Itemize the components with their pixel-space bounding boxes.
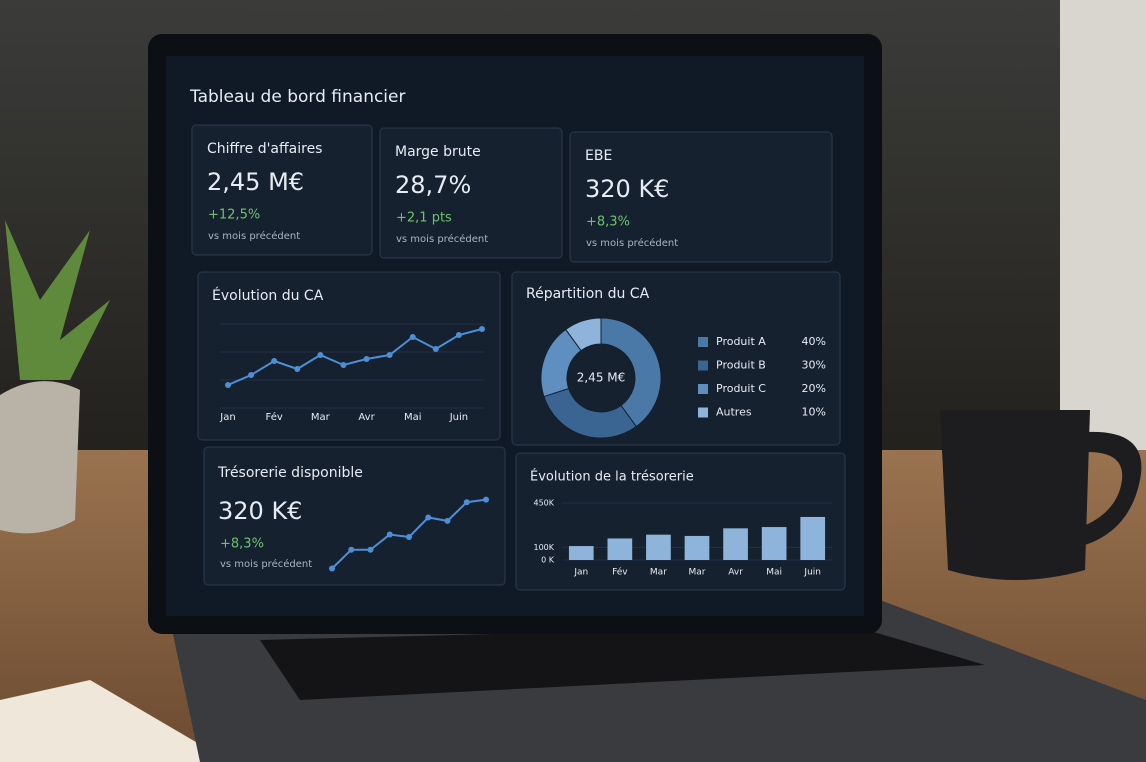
chart-title: Trésorerie disponible: [217, 465, 363, 481]
keyboard: [260, 625, 985, 700]
x-tick-label: Juin: [449, 412, 468, 423]
point: [248, 372, 255, 378]
line: [227, 328, 483, 386]
bar: [568, 546, 594, 560]
kpi-note: vs mois précédent: [586, 237, 678, 249]
kpi-value: 320 K€: [585, 175, 669, 203]
legend-label: Produit C: [716, 382, 766, 395]
point: [329, 565, 335, 572]
bar: [761, 527, 787, 560]
value-label: 30%: [802, 359, 826, 372]
y-tick-label: 100K: [533, 543, 554, 552]
point: [363, 356, 370, 362]
chart-card: [197, 271, 501, 441]
bar: [607, 538, 633, 560]
point: [225, 382, 231, 388]
dashboard-title: Tableau de bord financier: [189, 87, 405, 107]
kpi-value: 2,45 M€: [207, 168, 304, 196]
point: [455, 332, 462, 338]
kpi-change: +8,3%: [586, 215, 630, 230]
chart-title: Répartition du CA: [526, 286, 650, 302]
point: [386, 352, 393, 358]
legend-swatch: [698, 360, 708, 371]
kpi-change: +2,1 pts: [396, 211, 452, 226]
mug-handle: [1085, 431, 1142, 545]
chart-card: [203, 446, 506, 586]
point: [294, 366, 301, 372]
y-tick-label: 0 K: [541, 556, 555, 565]
legend-label: Autres: [716, 406, 752, 419]
mug: [940, 410, 1090, 580]
point: [483, 496, 489, 503]
bar: [646, 534, 671, 560]
x-tick-label: Mar: [650, 568, 667, 578]
legend-swatch: [698, 337, 708, 347]
kpi-card: [569, 131, 833, 263]
point: [409, 334, 416, 340]
slice: [565, 317, 602, 352]
chart-title: Évolution de la trésorerie: [530, 469, 694, 485]
plant: [5, 220, 110, 380]
x-tick-label: Mai: [404, 412, 422, 423]
center-label: 2,45 M€: [577, 371, 626, 385]
x-tick-label: Mar: [311, 412, 331, 423]
kpi-card: [379, 127, 563, 259]
point: [463, 499, 470, 506]
kpi-label: Chiffre d'affaires: [207, 141, 322, 157]
bar: [684, 535, 710, 560]
slice: [600, 317, 662, 428]
point: [406, 534, 412, 541]
value-label: 10%: [802, 406, 826, 419]
kpi-change: +8,3%: [220, 537, 264, 552]
x-tick-label: Avr: [728, 568, 743, 578]
kpi-note: vs mois précédent: [220, 558, 312, 570]
legend-swatch: [698, 384, 708, 394]
notebook: [0, 680, 230, 762]
x-tick-label: Avr: [358, 412, 375, 423]
point: [367, 546, 374, 553]
point: [479, 326, 485, 332]
kpi-label: Marge brute: [395, 144, 481, 160]
bar: [723, 528, 748, 560]
point: [432, 346, 439, 352]
point: [348, 546, 355, 553]
kpi-note: vs mois précédent: [208, 230, 300, 242]
kpi-label: EBE: [585, 148, 612, 164]
x-tick-label: Fév: [612, 567, 628, 578]
plant-pot: [0, 381, 80, 534]
wall: [1060, 0, 1146, 460]
kpi-value: 28,7%: [395, 171, 471, 199]
kpi-card: [191, 124, 373, 256]
value-label: 20%: [802, 382, 826, 395]
point: [271, 358, 278, 364]
y-tick-label: 450K: [533, 499, 554, 508]
legend-swatch: [698, 407, 708, 418]
x-tick-label: Jan: [573, 568, 588, 578]
point: [444, 517, 451, 524]
x-tick-label: Jan: [219, 412, 235, 423]
chart-card: [511, 271, 841, 446]
x-tick-label: Mar: [689, 568, 706, 578]
point: [425, 514, 432, 521]
bar: [800, 516, 826, 560]
x-tick-label: Juin: [803, 568, 821, 578]
kpi-change: +12,5%: [208, 208, 260, 223]
kpi-note: vs mois précédent: [396, 233, 488, 245]
x-tick-label: Mai: [766, 568, 782, 578]
chart-title: Évolution du CA: [212, 287, 324, 304]
x-tick-label: Fév: [266, 411, 283, 423]
legend-label: Produit B: [716, 359, 766, 372]
point: [340, 362, 347, 368]
value-label: 40%: [802, 335, 826, 348]
point: [386, 531, 393, 538]
kpi-value: 320 K€: [218, 497, 302, 525]
legend-label: Produit A: [716, 335, 766, 348]
point: [317, 352, 324, 358]
